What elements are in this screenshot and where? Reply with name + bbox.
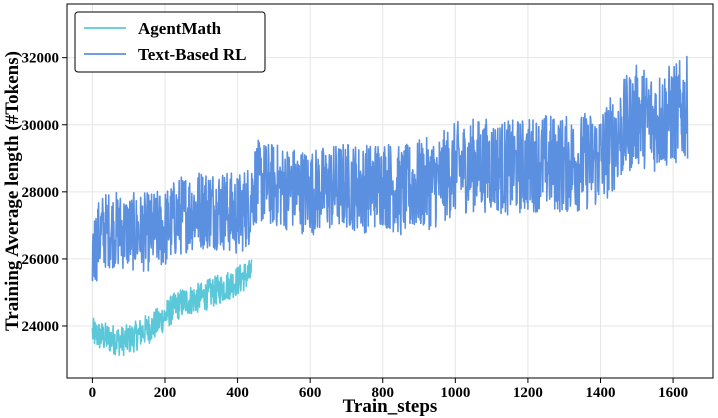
legend-label-agentmath: AgentMath xyxy=(138,19,222,38)
plot-frame xyxy=(66,3,714,379)
x-tick-label: 1000 xyxy=(440,385,470,401)
legend: AgentMath Text-Based RL xyxy=(74,11,266,73)
y-axis-ticks: 24000 26000 28000 30000 32000 xyxy=(22,51,67,335)
series-lines xyxy=(91,55,689,357)
y-tick-label: 28000 xyxy=(22,185,60,201)
x-tick-label: 400 xyxy=(226,385,249,401)
x-tick-label: 1200 xyxy=(513,385,543,401)
y-tick-label: 26000 xyxy=(22,252,60,268)
x-tick-label: 600 xyxy=(299,385,322,401)
series-line-text-based-rl xyxy=(91,55,689,282)
legend-box xyxy=(74,11,266,73)
x-axis-ticks: 0 200 400 600 800 1000 1200 1400 1600 xyxy=(89,378,688,401)
y-axis-title: Training Average length (#Tokens) xyxy=(2,51,23,331)
x-axis-title: Train_steps xyxy=(343,396,438,417)
y-tick-label: 30000 xyxy=(22,118,60,134)
series-line-agentmath xyxy=(91,259,253,357)
y-tick-label: 32000 xyxy=(22,51,60,67)
x-tick-label: 200 xyxy=(154,385,177,401)
x-tick-label: 0 xyxy=(89,385,97,401)
x-tick-label: 1400 xyxy=(585,385,615,401)
legend-label-text-based-rl: Text-Based RL xyxy=(138,45,246,64)
y-tick-label: 24000 xyxy=(22,319,60,335)
x-tick-label: 1600 xyxy=(658,385,688,401)
x-tick-label: 800 xyxy=(371,385,394,401)
